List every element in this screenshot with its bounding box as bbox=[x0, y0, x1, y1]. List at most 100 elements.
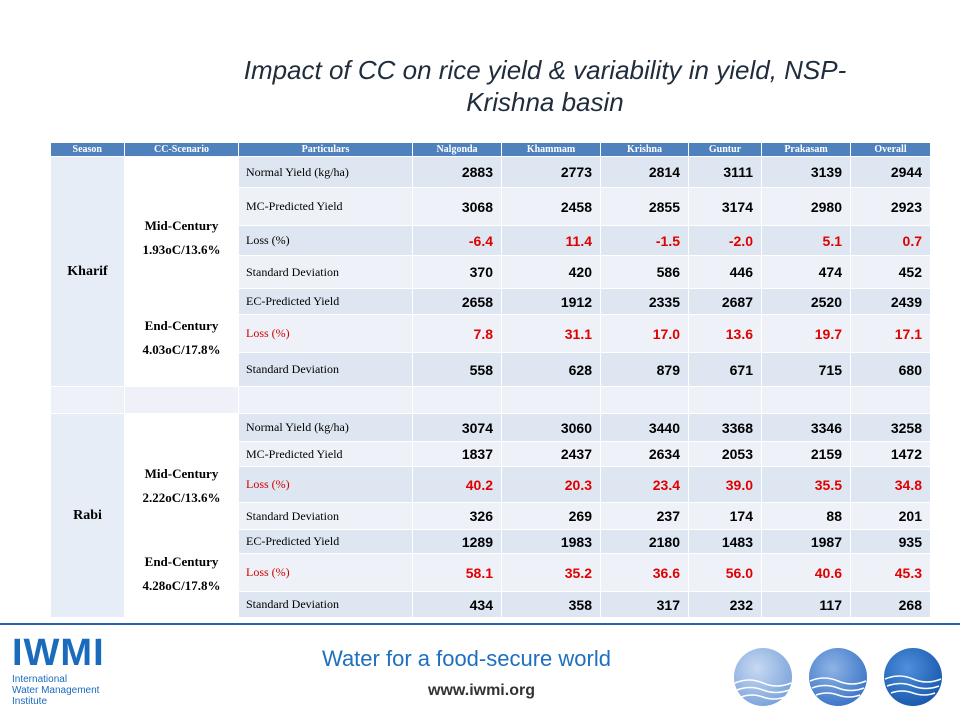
value-cell: 446 bbox=[688, 255, 762, 289]
loss-value-cell: 34.8 bbox=[850, 466, 931, 503]
value-cell: 586 bbox=[600, 255, 689, 289]
table-row: Standard Deviation 434 358 317 232 117 2… bbox=[51, 591, 931, 618]
value-cell: 1472 bbox=[850, 441, 931, 467]
website-link[interactable]: www.iwmi.org bbox=[428, 682, 535, 699]
loss-value-cell: 11.4 bbox=[501, 225, 601, 256]
scenario-name: Mid-Century bbox=[144, 218, 219, 233]
value-cell: 1289 bbox=[412, 529, 502, 554]
season-cell: Kharif bbox=[50, 156, 125, 387]
loss-value-cell: 40.2 bbox=[412, 466, 502, 503]
scenario-cell: Mid-Century 1.93oC/13.6% bbox=[124, 187, 239, 289]
particular-cell: Loss (%) bbox=[238, 553, 413, 592]
table-row: End-Century 4.03oC/17.8% EC-Predicted Yi… bbox=[51, 288, 931, 387]
value-cell: 3440 bbox=[600, 413, 689, 442]
value-cell: 317 bbox=[600, 591, 689, 618]
value-cell: 2159 bbox=[761, 441, 851, 467]
value-cell: 2458 bbox=[501, 187, 601, 226]
value-cell: 474 bbox=[761, 255, 851, 289]
value-cell: 2335 bbox=[600, 288, 689, 315]
scenario-cell: Mid-Century 2.22oC/13.6% bbox=[124, 441, 239, 530]
value-cell: 370 bbox=[412, 255, 502, 289]
globe-icon bbox=[809, 648, 867, 706]
value-cell: 1483 bbox=[688, 529, 762, 554]
value-cell: 680 bbox=[850, 352, 931, 387]
value-cell: 2658 bbox=[412, 288, 502, 315]
value-cell: 88 bbox=[761, 502, 851, 530]
value-cell: 2437 bbox=[501, 441, 601, 467]
value-cell: 671 bbox=[688, 352, 762, 387]
loss-value-cell: 7.8 bbox=[412, 314, 502, 353]
loss-value-cell: 31.1 bbox=[501, 314, 601, 353]
loss-value-cell: 36.6 bbox=[600, 553, 689, 592]
loss-value-cell: 13.6 bbox=[688, 314, 762, 353]
spacer-row bbox=[50, 386, 931, 414]
value-cell: 3346 bbox=[761, 413, 851, 442]
value-cell: 2923 bbox=[850, 187, 931, 226]
particular-cell: Standard Deviation bbox=[238, 352, 413, 387]
value-cell: 201 bbox=[850, 502, 931, 530]
value-cell: 3074 bbox=[412, 413, 502, 442]
footer-divider bbox=[0, 623, 960, 625]
particular-cell: Normal Yield (kg/ha) bbox=[238, 156, 413, 188]
value-cell: 628 bbox=[501, 352, 601, 387]
loss-value-cell: 40.6 bbox=[761, 553, 851, 592]
globe-icon bbox=[734, 648, 792, 706]
value-cell: 3060 bbox=[501, 413, 601, 442]
loss-value-cell: -6.4 bbox=[412, 225, 502, 256]
header-cell: CC-Scenario bbox=[124, 143, 239, 157]
title-line-2: Krishna basin bbox=[466, 87, 624, 117]
value-cell: 715 bbox=[761, 352, 851, 387]
value-cell: 420 bbox=[501, 255, 601, 289]
value-cell: 558 bbox=[412, 352, 502, 387]
loss-value-cell: 58.1 bbox=[412, 553, 502, 592]
yield-table-container: Season CC-Scenario Particulars Nalgonda … bbox=[50, 143, 931, 618]
tagline: Water for a food-secure world bbox=[322, 646, 611, 671]
table-row: End-Century 4.28oC/17.8% EC-Predicted Yi… bbox=[51, 529, 931, 618]
particular-cell: MC-Predicted Yield bbox=[238, 441, 413, 467]
iwmi-logo[interactable]: IWMI International Water Management Inst… bbox=[12, 632, 122, 707]
value-cell: 232 bbox=[688, 591, 762, 618]
loss-value-cell: 19.7 bbox=[761, 314, 851, 353]
value-cell: 2180 bbox=[600, 529, 689, 554]
value-cell: 1912 bbox=[501, 288, 601, 315]
value-cell: 1983 bbox=[501, 529, 601, 554]
loss-value-cell: 45.3 bbox=[850, 553, 931, 592]
scenario-detail: 4.03oC/17.8% bbox=[142, 341, 221, 357]
header-cell: Guntur bbox=[688, 143, 762, 157]
value-cell: 3111 bbox=[688, 156, 762, 188]
logo-wordmark: IWMI bbox=[12, 632, 105, 674]
loss-value-cell: 5.1 bbox=[761, 225, 851, 256]
globe-icon bbox=[884, 648, 942, 706]
slide-title: Impact of CC on rice yield & variability… bbox=[185, 54, 905, 118]
loss-value-cell: -1.5 bbox=[600, 225, 689, 256]
season-cell: Rabi bbox=[50, 413, 125, 618]
particular-cell: Loss (%) bbox=[238, 466, 413, 503]
loss-value-cell: -2.0 bbox=[688, 225, 762, 256]
particular-cell: EC-Predicted Yield bbox=[238, 288, 413, 315]
header-cell: Nalgonda bbox=[412, 143, 502, 157]
particular-cell: EC-Predicted Yield bbox=[238, 529, 413, 554]
scenario-cell: End-Century 4.28oC/17.8% bbox=[124, 529, 239, 618]
globe-icons bbox=[734, 648, 942, 706]
table-row: Standard Deviation 558 628 879 671 715 6… bbox=[51, 352, 931, 387]
value-cell: 1837 bbox=[412, 441, 502, 467]
value-cell: 2814 bbox=[600, 156, 689, 188]
header-row: Season CC-Scenario Particulars Nalgonda … bbox=[50, 143, 931, 157]
table-row: Standard Deviation 326 269 237 174 88 20… bbox=[51, 502, 931, 530]
particular-cell: Standard Deviation bbox=[238, 255, 413, 289]
particular-cell: Normal Yield (kg/ha) bbox=[238, 413, 413, 442]
value-cell: 2855 bbox=[600, 187, 689, 226]
title-line-1: Impact of CC on rice yield & variability… bbox=[243, 55, 847, 85]
loss-value-cell: 17.0 bbox=[600, 314, 689, 353]
loss-value-cell: 0.7 bbox=[850, 225, 931, 256]
loss-value-cell: 35.2 bbox=[501, 553, 601, 592]
table-row: Mid-Century 1.93oC/13.6% MC-Predicted Yi… bbox=[51, 187, 931, 289]
value-cell: 174 bbox=[688, 502, 762, 530]
value-cell: 3068 bbox=[412, 187, 502, 226]
loss-value-cell: 56.0 bbox=[688, 553, 762, 592]
particular-cell: MC-Predicted Yield bbox=[238, 187, 413, 226]
particular-cell: Loss (%) bbox=[238, 225, 413, 256]
value-cell: 452 bbox=[850, 255, 931, 289]
value-cell: 269 bbox=[501, 502, 601, 530]
value-cell: 2520 bbox=[761, 288, 851, 315]
